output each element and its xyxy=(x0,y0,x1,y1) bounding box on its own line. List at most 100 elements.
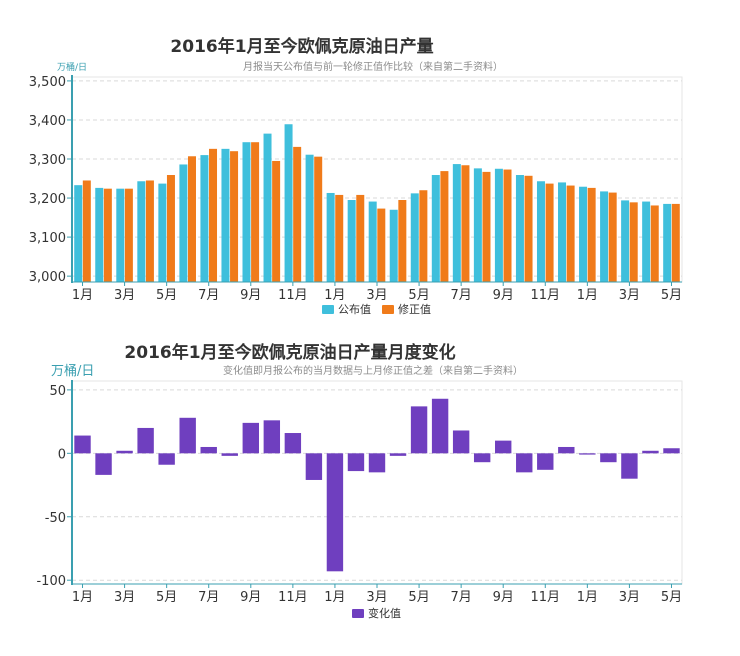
bar-变化值-2018-05[interactable] xyxy=(663,448,680,454)
bar-公布值-2016-08[interactable] xyxy=(221,148,230,282)
bar-公布值-2016-10[interactable] xyxy=(263,133,272,282)
legend-label-revised[interactable]: 修正值 xyxy=(398,302,431,316)
bar-修正值-2017-10[interactable] xyxy=(524,175,533,282)
bar-公布值-2017-06[interactable] xyxy=(431,175,440,282)
bar-公布值-2017-07[interactable] xyxy=(452,164,461,282)
bar-公布值-2016-11[interactable] xyxy=(284,124,293,282)
bar-变化值-2017-11[interactable] xyxy=(537,453,554,470)
bar-修正值-2017-09[interactable] xyxy=(503,169,512,282)
bar-修正值-2016-01[interactable] xyxy=(82,180,91,282)
bar-变化值-2018-02[interactable] xyxy=(600,453,617,463)
bar-变化值-2016-05[interactable] xyxy=(158,453,175,465)
bar-公布值-2018-03[interactable] xyxy=(621,200,630,282)
bar-变化值-2016-12[interactable] xyxy=(305,453,323,480)
bar-变化值-2017-04[interactable] xyxy=(389,453,407,456)
x-tick-label: 3月 xyxy=(619,288,640,303)
bar-修正值-2017-12[interactable] xyxy=(566,185,575,282)
bar-修正值-2018-05[interactable] xyxy=(671,203,680,282)
x-tick-label: 5月 xyxy=(408,590,429,605)
bar-修正值-2017-04[interactable] xyxy=(398,200,407,282)
bar-公布值-2016-01[interactable] xyxy=(74,185,83,282)
bar-修正值-2017-06[interactable] xyxy=(440,171,449,282)
bar-公布值-2018-04[interactable] xyxy=(642,201,651,282)
bar-变化值-2017-10[interactable] xyxy=(516,453,533,473)
chart-2-bars xyxy=(74,398,680,572)
bar-修正值-2018-02[interactable] xyxy=(608,192,617,282)
bar-修正值-2017-01[interactable] xyxy=(335,194,344,282)
bar-修正值-2016-11[interactable] xyxy=(293,146,302,282)
bar-公布值-2016-07[interactable] xyxy=(200,155,209,282)
bar-修正值-2016-12[interactable] xyxy=(314,156,323,282)
bar-公布值-2016-03[interactable] xyxy=(116,188,125,282)
bar-公布值-2017-05[interactable] xyxy=(410,193,419,282)
bar-变化值-2017-07[interactable] xyxy=(452,430,470,454)
bar-修正值-2018-04[interactable] xyxy=(650,205,659,282)
bar-修正值-2016-08[interactable] xyxy=(230,151,239,282)
bar-变化值-2016-08[interactable] xyxy=(221,453,238,456)
bar-公布值-2017-03[interactable] xyxy=(368,201,377,282)
bar-修正值-2016-09[interactable] xyxy=(251,142,260,282)
chart-2-legend[interactable]: 变化值 xyxy=(352,606,401,620)
bar-公布值-2018-02[interactable] xyxy=(600,191,609,282)
bar-变化值-2017-01[interactable] xyxy=(326,453,344,572)
bar-变化值-2018-04[interactable] xyxy=(642,450,659,454)
bar-公布值-2018-01[interactable] xyxy=(579,186,588,282)
bar-变化值-2016-06[interactable] xyxy=(179,417,196,454)
bar-公布值-2017-04[interactable] xyxy=(389,209,398,282)
bar-修正值-2016-10[interactable] xyxy=(272,160,281,282)
bar-变化值-2017-02[interactable] xyxy=(347,453,365,472)
x-tick-label: 5月 xyxy=(661,288,682,303)
bar-变化值-2017-09[interactable] xyxy=(495,440,512,454)
bar-变化值-2017-08[interactable] xyxy=(473,453,491,463)
bar-公布值-2016-05[interactable] xyxy=(158,183,167,282)
bar-变化值-2017-06[interactable] xyxy=(431,398,449,454)
bar-公布值-2016-06[interactable] xyxy=(179,164,188,282)
bar-修正值-2017-05[interactable] xyxy=(419,190,428,282)
bar-公布值-2017-02[interactable] xyxy=(347,200,356,282)
bar-变化值-2017-03[interactable] xyxy=(368,453,386,473)
bar-公布值-2016-09[interactable] xyxy=(242,142,251,282)
bar-变化值-2016-04[interactable] xyxy=(137,427,154,454)
bar-变化值-2016-07[interactable] xyxy=(200,446,217,454)
bar-修正值-2017-07[interactable] xyxy=(461,165,470,282)
bar-公布值-2017-01[interactable] xyxy=(326,192,335,282)
bar-变化值-2016-11[interactable] xyxy=(284,433,302,454)
bar-修正值-2017-11[interactable] xyxy=(545,183,554,282)
bar-变化值-2016-10[interactable] xyxy=(263,420,281,454)
bar-修正值-2016-03[interactable] xyxy=(124,188,133,282)
bar-变化值-2018-01[interactable] xyxy=(579,453,596,455)
bar-变化值-2016-09[interactable] xyxy=(242,422,259,454)
bar-变化值-2016-01[interactable] xyxy=(74,435,91,454)
bar-修正值-2017-02[interactable] xyxy=(356,194,365,282)
x-tick-label: 7月 xyxy=(198,288,219,303)
legend-label-change[interactable]: 变化值 xyxy=(368,606,401,620)
bar-变化值-2017-05[interactable] xyxy=(410,406,428,454)
bar-变化值-2016-03[interactable] xyxy=(116,450,133,454)
legend-swatch-published xyxy=(322,305,334,314)
bar-修正值-2016-06[interactable] xyxy=(187,156,196,282)
bar-变化值-2018-03[interactable] xyxy=(621,453,638,479)
chart-1-legend[interactable]: 公布值 修正值 xyxy=(322,302,431,316)
bar-修正值-2016-07[interactable] xyxy=(209,148,218,282)
bar-变化值-2016-02[interactable] xyxy=(95,453,112,475)
bar-公布值-2016-12[interactable] xyxy=(305,154,314,282)
bar-修正值-2016-04[interactable] xyxy=(145,180,154,282)
legend-label-published[interactable]: 公布值 xyxy=(338,303,371,316)
bar-公布值-2018-05[interactable] xyxy=(663,203,672,282)
bar-修正值-2016-02[interactable] xyxy=(103,188,112,282)
bar-修正值-2018-03[interactable] xyxy=(629,202,638,282)
bar-公布值-2017-11[interactable] xyxy=(536,181,545,282)
bar-公布值-2017-08[interactable] xyxy=(473,168,482,282)
bar-变化值-2017-12[interactable] xyxy=(558,446,575,454)
bar-公布值-2016-02[interactable] xyxy=(95,187,104,282)
bar-修正值-2018-01[interactable] xyxy=(587,187,596,282)
bar-公布值-2017-12[interactable] xyxy=(558,182,567,282)
bar-公布值-2017-10[interactable] xyxy=(515,175,524,282)
bar-修正值-2016-05[interactable] xyxy=(166,175,175,282)
bar-修正值-2017-08[interactable] xyxy=(482,171,491,282)
bar-修正值-2017-03[interactable] xyxy=(377,208,386,282)
chart-1-title: 2016年1月至今欧佩克原油日产量 xyxy=(170,36,433,57)
bar-公布值-2017-09[interactable] xyxy=(494,168,503,282)
bar-公布值-2016-04[interactable] xyxy=(137,181,146,282)
y-tick-label: -50 xyxy=(45,511,66,526)
